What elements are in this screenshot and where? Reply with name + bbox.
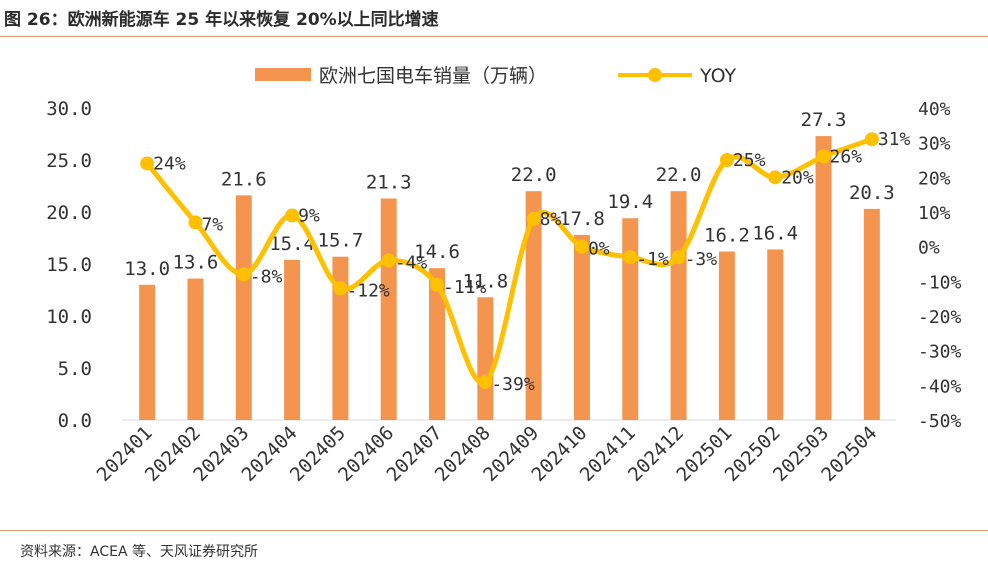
bar (187, 278, 204, 420)
left-axis-tick: 15.0 (46, 254, 92, 276)
bar (863, 208, 880, 420)
bar-value-label: 13.6 (173, 252, 219, 274)
yoy-point (430, 277, 445, 292)
yoy-point (671, 250, 686, 265)
bar (622, 218, 639, 420)
yoy-value-label: -12% (346, 280, 390, 301)
right-axis-tick: -20% (918, 307, 962, 328)
right-axis-tick: -40% (918, 376, 962, 397)
legend-line-marker (648, 68, 662, 82)
right-axis-tick: 20% (918, 168, 951, 189)
bar (477, 297, 494, 420)
yoy-value-label: 25% (733, 150, 766, 171)
yoy-point (719, 153, 734, 167)
yoy-sales-chart: 欧洲七国电车销量（万辆） YOY 0.0 5.0 10.0 15.0 20.0 25.0 3… (46, 65, 962, 486)
right-axis-tick: -30% (918, 342, 962, 363)
bar-value-label: 14.6 (414, 241, 460, 263)
right-axis: -50% -40% -30% -20% -10% 0% 10% 20% 30% 40% (918, 99, 962, 432)
legend-line-label: YOY (699, 65, 736, 87)
bar-value-label: 15.7 (318, 230, 364, 252)
yoy-value-label: 8% (540, 209, 562, 230)
right-axis-tick: 30% (918, 134, 951, 155)
yoy-value-label: 26% (830, 147, 863, 168)
bar (670, 191, 687, 420)
yoy-value-label: -1% (636, 249, 669, 270)
yoy-data-labels: 24% 7% -8% 9% -12%-4% -11% -39% 8% 0% -1% -3% 25% 20… (153, 129, 910, 395)
right-axis-tick: 10% (918, 203, 951, 224)
bar-data-labels: 13.0 13.621.615.4 15.721.314.611.822.017.8… (124, 109, 894, 292)
bar-value-label: 16.2 (704, 225, 750, 247)
yoy-value-label: 24% (153, 153, 186, 174)
yoy-point (526, 211, 541, 226)
yoy-value-label: -4% (395, 253, 428, 274)
bar-value-label: 15.4 (269, 233, 315, 255)
left-axis-tick: 0.0 (58, 410, 92, 432)
right-axis-tick: -50% (918, 411, 962, 432)
yoy-point (768, 170, 783, 185)
left-axis-tick: 25.0 (46, 150, 92, 172)
yoy-point (623, 250, 638, 265)
bar-value-label: 21.6 (221, 168, 267, 190)
bar-value-label: 21.3 (366, 171, 412, 193)
yoy-value-label: 0% (588, 239, 610, 260)
bar (815, 136, 832, 420)
bar-value-label: 16.4 (752, 222, 798, 244)
yoy-value-label: -39% (491, 374, 535, 395)
right-axis-tick: -10% (918, 272, 962, 293)
figure-title: 图 26：欧洲新能源车 25 年以来恢复 20%以上同比增速 (4, 10, 439, 30)
left-axis: 0.0 5.0 10.0 15.0 20.0 25.0 30.0 (46, 98, 92, 432)
left-axis-tick: 30.0 (46, 98, 92, 120)
source-note: 资料来源：ACEA 等、天风证券研究所 (20, 544, 258, 560)
yoy-value-label: -8% (250, 266, 283, 287)
bar-value-label: 17.8 (559, 208, 605, 230)
bar-value-label: 11.8 (462, 270, 508, 292)
right-axis-tick: 0% (918, 238, 940, 259)
bar (139, 284, 156, 420)
left-axis-tick: 20.0 (46, 202, 92, 224)
legend-bar-swatch (255, 68, 311, 81)
bar (332, 256, 349, 420)
legend-bar-label: 欧洲七国电车销量（万辆） (319, 65, 547, 87)
chart-legend: 欧洲七国电车销量（万辆） YOY (255, 65, 736, 87)
bar-value-label: 13.0 (124, 258, 170, 280)
bar-value-label: 22.0 (511, 164, 557, 186)
footer-divider (0, 530, 988, 531)
title-divider (0, 36, 988, 37)
yoy-point (864, 132, 879, 147)
yoy-point (285, 208, 300, 223)
yoy-point (188, 215, 203, 230)
bar-value-label: 22.0 (656, 164, 702, 186)
x-axis-labels: 2024012024022024032024042024052024062024… (93, 422, 882, 486)
yoy-point (816, 149, 831, 164)
bar-series (139, 136, 880, 420)
yoy-value-label: -3% (685, 249, 718, 270)
yoy-point (140, 156, 155, 171)
bar-value-label: 20.3 (849, 182, 895, 204)
bar (573, 234, 590, 420)
yoy-value-label: 7% (201, 214, 223, 235)
bar-value-label: 19.4 (607, 191, 653, 213)
bar (525, 191, 542, 420)
yoy-markers (140, 132, 879, 389)
bar (235, 195, 252, 420)
bar (380, 198, 397, 420)
yoy-point (574, 239, 589, 254)
right-axis-tick: 40% (918, 99, 951, 120)
yoy-value-label: 31% (878, 129, 911, 150)
bar (767, 249, 784, 420)
yoy-value-label: 9% (298, 205, 320, 226)
left-axis-tick: 5.0 (58, 358, 92, 380)
yoy-point (333, 281, 348, 296)
yoy-point (478, 374, 493, 389)
yoy-value-label: -11% (443, 277, 487, 298)
bar (429, 268, 446, 420)
yoy-point (236, 267, 251, 282)
bar (718, 251, 735, 420)
bar-value-label: 27.3 (801, 109, 847, 131)
bar (284, 259, 301, 420)
yoy-point (381, 253, 396, 268)
yoy-value-label: 20% (781, 167, 814, 188)
left-axis-tick: 10.0 (46, 306, 92, 328)
